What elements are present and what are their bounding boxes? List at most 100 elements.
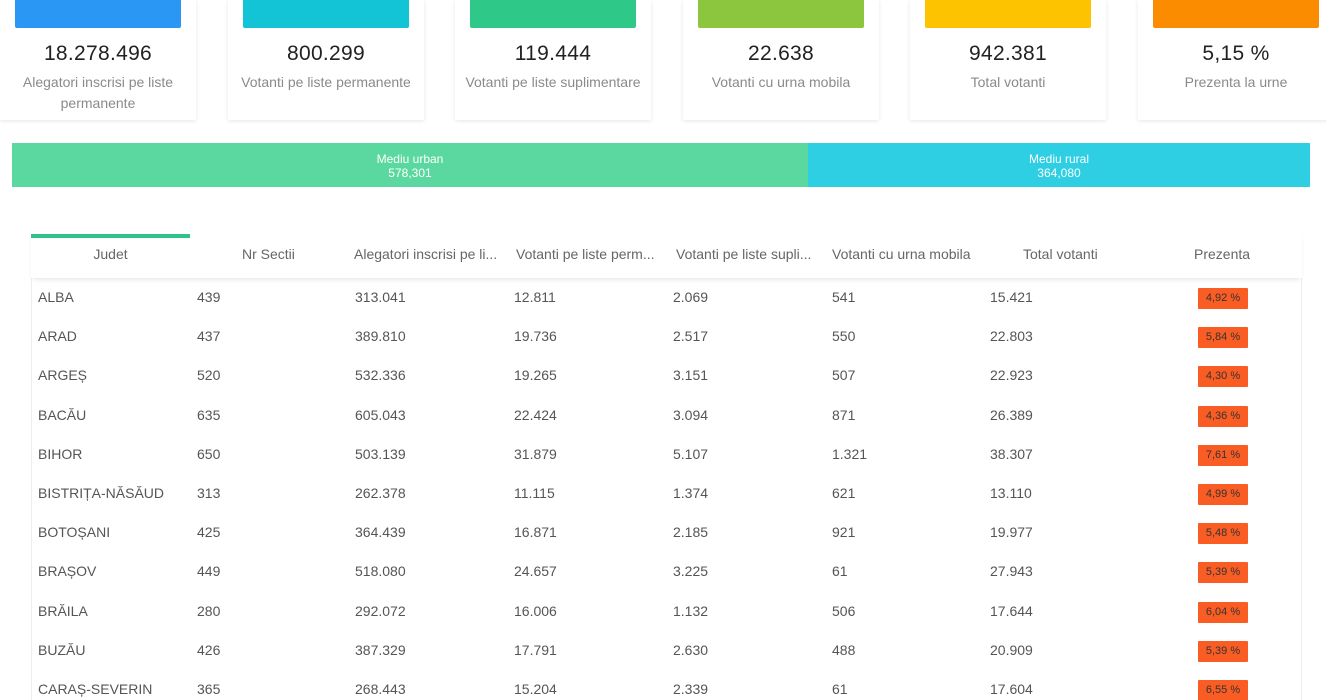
table-cell: 503.139: [355, 445, 406, 462]
table-cell: 520: [197, 367, 221, 384]
rural-label: Mediu rural: [1028, 152, 1090, 166]
column-header[interactable]: Total votanti: [1023, 246, 1098, 262]
turnout-badge: 5,39 %: [1198, 562, 1248, 584]
table-row[interactable]: BRAȘOV 449 518.080 24.657 3.225 61 27.943 5,39 …: [32, 552, 1301, 591]
summary-card: 800.299 Votanti pe liste permanente: [228, 0, 424, 120]
table-cell: 15.421: [990, 289, 1033, 305]
turnout-badge: 6,55 %: [1198, 679, 1248, 700]
table-cell: 313: [197, 484, 221, 501]
table-row[interactable]: ALBA 439 313.041 12.811 2.069 541 15.421 4,92 %: [32, 278, 1301, 317]
table-cell: 17.604: [990, 680, 1033, 697]
table-cell: BISTRIȚA-NĂSĂUD: [38, 484, 165, 501]
table-row[interactable]: CARAȘ-SEVERIN 365 268.443 15.204 2.339 61 17.6…: [32, 670, 1301, 700]
table-cell: 506: [832, 602, 856, 619]
card-color-strip: [698, 0, 864, 28]
table-header: Judet Nr Sectii Alegatori inscrisi pe li..…: [31, 232, 1302, 278]
rural-segment[interactable]: Mediu rural 364,080: [808, 143, 1310, 187]
column-header[interactable]: Prezenta: [1194, 246, 1251, 262]
summary-card: 942.381 Total votanti: [910, 0, 1106, 120]
card-color-strip: [925, 0, 1091, 28]
card-value: 5,15 %: [1202, 42, 1270, 65]
table-cell: 26.389: [990, 406, 1033, 423]
table-cell: 17.791: [514, 641, 557, 658]
table-cell: 313.041: [355, 289, 406, 305]
summary-card: 22.638 Votanti cu urna mobila: [683, 0, 879, 120]
table-cell: 2.517: [673, 328, 709, 345]
column-header[interactable]: Votanti pe liste supli...: [676, 246, 812, 262]
table-cell: 1.374: [673, 484, 709, 501]
table-cell: 19.977: [990, 524, 1033, 541]
table-cell: 532.336: [355, 367, 406, 384]
table-cell: BRĂILA: [38, 602, 88, 619]
card-label: Prezenta la urne: [1184, 74, 1288, 90]
table-row[interactable]: BIHOR 650 503.139 31.879 5.107 1.321 38.307 7,6…: [32, 435, 1301, 474]
table-cell: 3.225: [673, 563, 709, 580]
table-row[interactable]: BOTOȘANI 425 364.439 16.871 2.185 921 19.977 5,…: [32, 513, 1301, 552]
table-cell: 921: [832, 524, 856, 541]
table-row[interactable]: BUZĂU 426 387.329 17.791 2.630 488 20.909 5,39 …: [32, 631, 1301, 670]
table-cell: 268.443: [355, 680, 406, 697]
table-cell: 2.630: [673, 641, 709, 658]
table-cell: 16.006: [514, 602, 557, 619]
county-table: Judet Nr Sectii Alegatori inscrisi pe li..…: [31, 232, 1302, 700]
table-row[interactable]: BACĂU 635 605.043 22.424 3.094 871 26.389 4,36 …: [32, 396, 1301, 435]
table-cell: 518.080: [355, 563, 406, 580]
summary-cards: 18.278.496 Alegatori inscrisi pe liste pe…: [0, 0, 1326, 122]
card-value: 119.444: [514, 42, 592, 65]
table-cell: 24.657: [514, 563, 557, 580]
table-cell: 22.923: [990, 367, 1033, 384]
table-cell: 3.094: [673, 406, 709, 423]
card-color-strip: [15, 0, 181, 28]
summary-card: 5,15 % Prezenta la urne: [1138, 0, 1326, 120]
turnout-badge: 5,48 %: [1198, 523, 1248, 545]
table-row[interactable]: BRĂILA 280 292.072 16.006 1.132 506 17.644 6,04…: [32, 592, 1301, 631]
table-cell: 292.072: [355, 602, 406, 619]
urban-label: Mediu urban: [376, 152, 444, 166]
table-cell: 1.132: [673, 602, 709, 619]
table-cell: 550: [832, 328, 856, 345]
table-cell: BUZĂU: [38, 641, 86, 658]
table-cell: 31.879: [514, 445, 557, 462]
column-header[interactable]: Alegatori inscrisi pe li...: [354, 246, 498, 262]
table-cell: 387.329: [355, 641, 406, 658]
turnout-badge: 5,84 %: [1198, 327, 1248, 349]
turnout-badge: 4,99 %: [1198, 483, 1248, 505]
turnout-badge: 6,04 %: [1198, 601, 1248, 623]
table-cell: 437: [197, 328, 221, 345]
table-cell: 365: [197, 680, 221, 697]
table-row[interactable]: BISTRIȚA-NĂSĂUD 313 262.378 11.115 1.374 621 1…: [32, 474, 1301, 513]
table-cell: 262.378: [355, 484, 406, 501]
column-header[interactable]: Votanti cu urna mobila: [832, 246, 971, 262]
table-cell: BOTOȘANI: [38, 524, 111, 541]
column-header[interactable]: Votanti pe liste perm...: [516, 246, 655, 262]
table-cell: 280: [197, 602, 221, 619]
table-row[interactable]: ARAD 437 389.810 19.736 2.517 550 22.803 5,84 %: [32, 317, 1301, 356]
table-cell: 2.339: [673, 680, 709, 697]
table-cell: 5.107: [673, 445, 709, 462]
table-cell: ARAD: [38, 328, 77, 345]
card-color-strip: [243, 0, 409, 28]
table-cell: 27.943: [990, 563, 1033, 580]
table-row[interactable]: ARGEȘ 520 532.336 19.265 3.151 507 22.923 4,30 …: [32, 356, 1301, 395]
table-cell: 488: [832, 641, 856, 658]
card-value: 18.278.496: [43, 42, 153, 65]
table-cell: 22.803: [990, 328, 1033, 345]
table-cell: 389.810: [355, 328, 406, 345]
table-body: ALBA 439 313.041 12.811 2.069 541 15.421 4,92 %…: [31, 278, 1302, 700]
card-value: 22.638: [747, 42, 815, 65]
table-cell: CARAȘ-SEVERIN: [38, 680, 153, 697]
turnout-badge: 4,92 %: [1198, 288, 1248, 309]
table-cell: 61: [832, 563, 848, 580]
table-cell: 650: [197, 445, 221, 462]
table-cell: 38.307: [990, 445, 1033, 462]
turnout-badge: 7,61 %: [1198, 444, 1248, 466]
table-cell: BACĂU: [38, 406, 87, 423]
table-cell: 621: [832, 484, 856, 501]
column-header[interactable]: Judet: [93, 246, 128, 262]
table-cell: 439: [197, 289, 221, 305]
summary-card: 119.444 Votanti pe liste suplimentare: [455, 0, 651, 120]
table-cell: 20.909: [990, 641, 1033, 658]
column-header[interactable]: Nr Sectii: [242, 246, 295, 262]
urban-segment[interactable]: Mediu urban 578,301: [12, 143, 808, 187]
table-cell: 22.424: [514, 406, 557, 423]
